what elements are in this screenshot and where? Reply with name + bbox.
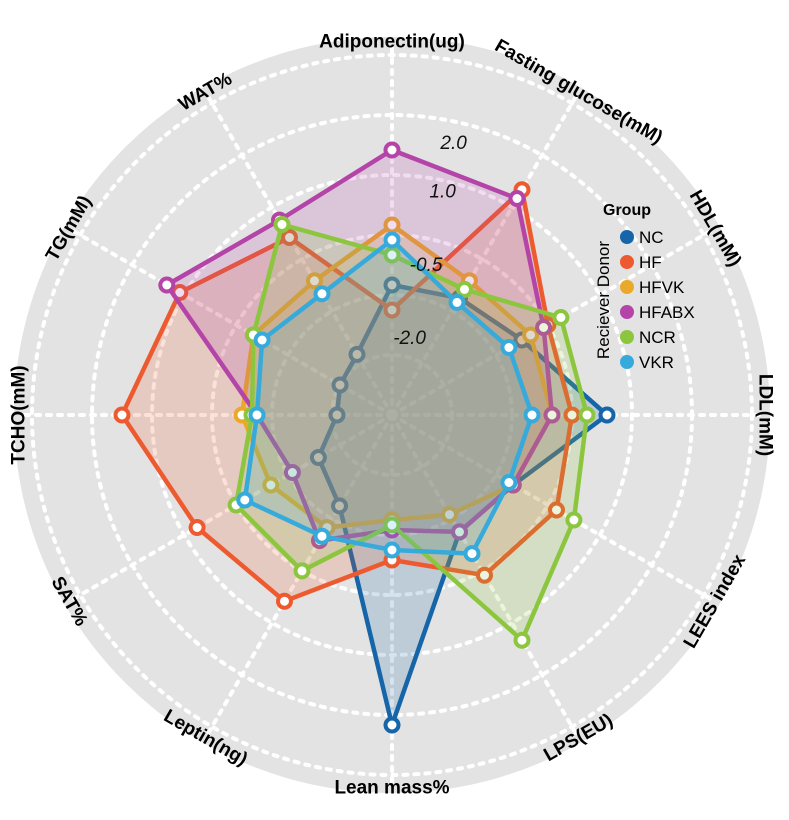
point-ncr-lees-index [565, 511, 583, 529]
axis-label-lean-mass: Lean mass% [334, 778, 449, 799]
point-vkr-fasting-glucose-mm [448, 293, 466, 311]
point-hf-leptin-ng [276, 592, 293, 610]
legend-item-ncr: NCR [620, 328, 676, 347]
point-vkr-wat [313, 285, 331, 303]
series-area-vkr [244, 240, 533, 554]
legend-swatch-hf [620, 255, 634, 269]
point-vkr-lees-index [500, 474, 518, 491]
point-nc-leptin-ng [331, 497, 348, 515]
point-ncr-lps-eu [513, 631, 531, 649]
legend-label-hfvk: HFVK [639, 278, 685, 297]
point-hfabx-lps-eu [451, 523, 468, 541]
point-hf-lees-index [548, 501, 565, 519]
legend-label-nc: NC [639, 228, 664, 247]
legend-swatch-vkr [620, 355, 634, 369]
legend-label-vkr: VKR [639, 353, 674, 372]
legend-item-hfabx: HFABX [620, 303, 695, 322]
axis-label-adiponectin-ug: Adiponectin(ug) [319, 32, 465, 53]
point-ncr-ldl-mm [578, 406, 596, 424]
series-hfabx [158, 141, 561, 550]
point-hfabx-ldl-mm [543, 406, 561, 424]
legend-label-hf: HF [639, 253, 662, 272]
point-nc-tcho-mm [328, 406, 346, 424]
point-hf-tcho-mm [113, 406, 131, 424]
legend-swatch-hfabx [620, 305, 634, 319]
point-vkr-tg-mm [253, 331, 271, 349]
legend-item-hfvk: HFVK [620, 278, 685, 297]
tick-label-0-5: -0.5 [410, 255, 443, 276]
point-hfabx-adiponectin-ug [383, 141, 401, 159]
point-hfabx-tg-mm [158, 276, 176, 294]
grid-spoke-tg-mm [67, 227, 394, 417]
legend-title: Group [603, 202, 651, 219]
point-nc-wat [348, 345, 366, 363]
point-nc-ldl-mm [598, 406, 616, 424]
point-ncr-fasting-glucose-mm [456, 280, 473, 298]
point-nc-lean-mass [383, 716, 401, 734]
point-vkr-sat [236, 491, 254, 509]
legend-item-hf: HF [620, 253, 662, 272]
legend: Group Reciever Donor NC HF HFVK HFABX NCR VKR [594, 202, 695, 372]
point-ncr-wat [273, 216, 291, 233]
point-hfvk-hdl-mm [522, 326, 540, 344]
point-ncr-leptin-ng [293, 562, 311, 580]
radial-tick-labels: -2.0 -0.5 1.0 2.0 [393, 133, 467, 349]
tick-label-2-0: -2.0 [393, 328, 426, 349]
axis-label-tcho-mm: TCHO(mM) [9, 365, 30, 464]
grid-spoke-wat [204, 90, 394, 417]
point-hfabx-hdl-mm [535, 319, 553, 336]
point-vkr-ldl-mm [523, 406, 541, 424]
point-ncr-lean-mass [383, 516, 401, 534]
grid-spoke-fasting-glucose-mm [390, 90, 580, 417]
point-hf-lps-eu [476, 566, 493, 584]
point-hfvk-sat [262, 476, 280, 494]
point-nc-tg-mm [331, 376, 349, 394]
series-area-hfabx [166, 150, 553, 541]
legend-swatch-hfvk [620, 280, 634, 294]
point-hfabx-sat [283, 464, 301, 481]
tick-label-1-0: 1.0 [429, 182, 456, 203]
point-vkr-hdl-mm [500, 339, 518, 356]
legend-swatch-ncr [620, 330, 634, 344]
legend-item-nc: NC [620, 228, 664, 247]
legend-swatch-nc [620, 230, 634, 244]
point-nc-sat [309, 449, 327, 466]
axis-label-ldl-mm: LDL(mM) [755, 374, 776, 456]
series-area-nc [318, 285, 607, 725]
point-hfvk-wat [306, 272, 323, 290]
point-vkr-leptin-ng [313, 527, 331, 545]
radar-series [113, 141, 616, 734]
point-hfabx-fasting-glucose-mm [508, 190, 526, 207]
legend-item-vkr: VKR [620, 353, 674, 372]
grid-ring-6 [30, 53, 754, 777]
point-vkr-tcho-mm [248, 406, 266, 424]
point-nc-adiponectin-ug [383, 276, 401, 294]
legend-label-ncr: NCR [639, 328, 676, 347]
point-ncr-hdl-mm [552, 309, 570, 326]
tick-label-2-0: 2.0 [439, 133, 467, 154]
legend-label-hfabx: HFABX [639, 303, 695, 322]
point-hf-adiponectin-ug [383, 301, 401, 319]
point-hf-wat [281, 229, 298, 246]
point-vkr-lean-mass [383, 541, 401, 559]
point-vkr-lps-eu [463, 545, 481, 563]
point-hfvk-lps-eu [441, 506, 458, 524]
point-vkr-adiponectin-ug [383, 231, 401, 249]
legend-vertical-label: Reciever Donor [594, 241, 613, 359]
point-hf-sat [188, 519, 206, 536]
series-vkr [236, 231, 541, 563]
